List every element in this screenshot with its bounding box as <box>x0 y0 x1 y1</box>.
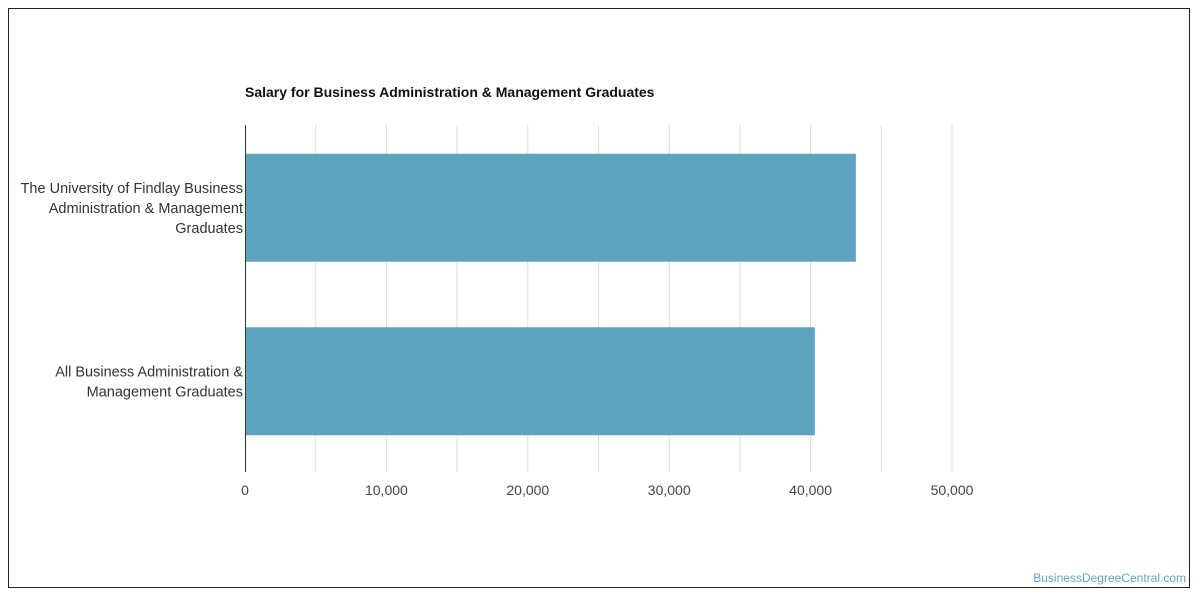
x-tick-label: 50,000 <box>931 482 974 498</box>
x-tick-label: 40,000 <box>789 482 832 498</box>
chart-title: Salary for Business Administration & Man… <box>245 84 655 100</box>
bar <box>245 327 815 436</box>
category-label: All Business Administration & Management … <box>55 364 243 400</box>
category-label: The University of Findlay Business Admini… <box>21 181 243 237</box>
source-credit-link[interactable]: BusinessDegreeCentral.com <box>1033 571 1186 585</box>
x-tick-label: 0 <box>241 482 249 498</box>
bar <box>245 153 856 262</box>
x-tick-label: 30,000 <box>648 482 691 498</box>
x-tick-label: 10,000 <box>365 482 408 498</box>
x-tick-label: 20,000 <box>506 482 549 498</box>
